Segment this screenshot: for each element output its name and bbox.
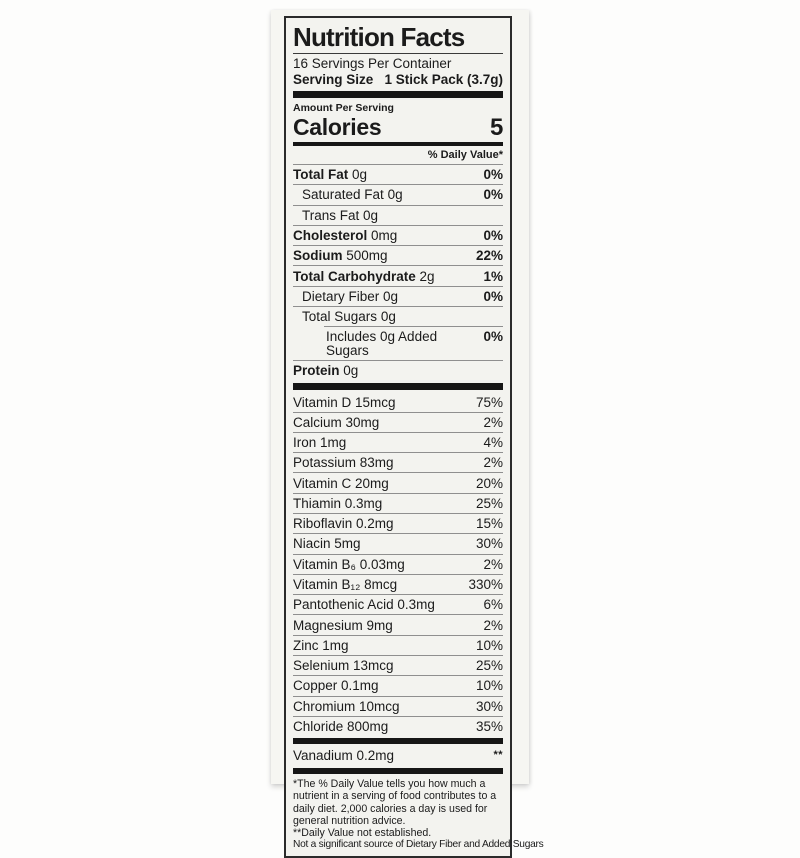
- daily-value: 15%: [475, 516, 503, 532]
- section-bar: [293, 91, 503, 98]
- servings-per-container: 16 Servings Per Container: [293, 56, 452, 71]
- nutrient-row-zinc: Zinc 1mg 10%: [293, 634, 503, 655]
- serving-size-value: 1 Stick Pack (3.7g): [384, 72, 503, 87]
- nutrient-row-pantothenic-acid: Pantothenic Acid 0.3mg 6%: [293, 594, 503, 614]
- daily-value: 6%: [483, 597, 503, 613]
- daily-value: 2%: [483, 414, 503, 430]
- daily-value: 0%: [483, 228, 503, 244]
- calories-label: Calories: [293, 114, 382, 140]
- calories-row: Calories 5: [293, 114, 503, 141]
- nutrient-row-thiamin: Thiamin 0.3mg 25%: [293, 492, 503, 513]
- serving-size-row: Serving Size 1 Stick Pack (3.7g): [293, 72, 503, 88]
- daily-value-header: % Daily Value*: [293, 147, 503, 165]
- daily-value: 25%: [475, 495, 503, 511]
- nutrient-row-total-fat: Total Fat 0g 0%: [293, 167, 503, 183]
- nutrient-row-saturated-fat: Saturated Fat 0g 0%: [293, 184, 503, 204]
- daily-value: 0%: [483, 167, 503, 183]
- nutrient-row-dietary-fiber: Dietary Fiber 0g 0%: [293, 285, 503, 306]
- nutrient-row-niacin: Niacin 5mg 30%: [293, 533, 503, 553]
- nutrient-row-riboflavin: Riboflavin 0.2mg 15%: [293, 513, 503, 533]
- daily-value: 20%: [475, 475, 503, 491]
- nutrient-row-copper: Copper 0.1mg 10%: [293, 675, 503, 695]
- micronutrient-rows: Vitamin D 15mcg 75% Calcium 30mg 2% Iron 1…: [293, 392, 503, 736]
- daily-value: 0%: [483, 288, 503, 304]
- product-panel: Nutrition Facts 16 Servings Per Containe…: [271, 10, 544, 858]
- nutrient-row-iron: Iron 1mg 4%: [293, 431, 503, 452]
- footnote-block: *The % Daily Value tells you how much a …: [293, 775, 544, 851]
- section-bar: [293, 142, 503, 146]
- daily-value: 10%: [475, 637, 503, 653]
- daily-value: 2%: [483, 617, 503, 633]
- calories-value: 5: [489, 114, 503, 141]
- nutrient-row-magnesium: Magnesium 9mg 2%: [293, 614, 503, 634]
- daily-value: 2%: [483, 556, 503, 572]
- daily-value: 30%: [475, 536, 503, 552]
- title-divider: [293, 53, 503, 54]
- nutrient-row-vitamin-c: Vitamin C 20mg 20%: [293, 472, 503, 492]
- daily-value: 10%: [475, 678, 503, 694]
- amount-per-serving-label: Amount Per Serving: [293, 102, 394, 114]
- section-bar: [293, 738, 503, 745]
- nutrient-row-vitamin-b12: Vitamin B₁₂ 8mcg 330%: [293, 573, 503, 594]
- nutrient-row-vanadium: Vanadium 0.2mg **: [293, 748, 503, 764]
- nutrient-row-total-sugars: Total Sugars 0g: [293, 305, 503, 326]
- section-bar: [293, 383, 503, 391]
- daily-value: 25%: [475, 658, 503, 674]
- nutrition-facts-label: Nutrition Facts 16 Servings Per Containe…: [284, 16, 544, 858]
- nutrient-row-chloride: Chloride 800mg 35%: [293, 715, 503, 736]
- nutrient-row-protein: Protein 0g: [293, 360, 503, 380]
- daily-value: 35%: [475, 719, 503, 734]
- nutrient-row-sodium: Sodium 500mg 22%: [293, 245, 503, 265]
- nutrient-row-selenium: Selenium 13mcg 25%: [293, 654, 503, 675]
- nutrient-row-total-carbohydrate: Total Carbohydrate 2g 1%: [293, 265, 503, 285]
- daily-value: 0%: [483, 329, 503, 345]
- daily-value: 30%: [475, 698, 503, 714]
- nutrient-row-cholesterol: Cholesterol 0mg 0%: [293, 224, 503, 245]
- daily-value: 22%: [475, 248, 503, 264]
- section-bar: [293, 768, 503, 775]
- footnote-not-significant-source: Not a significant source of Dietary Fibe…: [293, 839, 544, 851]
- daily-value: 0%: [483, 187, 503, 203]
- label-title: Nutrition Facts: [293, 22, 465, 52]
- nutrient-row-trans-fat: Trans Fat 0g: [293, 204, 503, 225]
- footnote-daily-value: *The % Daily Value tells you how much a …: [293, 778, 497, 827]
- nutrient-row-calcium: Calcium 30mg 2%: [293, 411, 503, 432]
- daily-value: 1%: [483, 268, 503, 284]
- nutrient-row-vitamin-d: Vitamin D 15mcg 75%: [293, 394, 503, 410]
- nutrient-row-added-sugars: Includes 0g Added Sugars 0%: [324, 326, 503, 360]
- daily-value: 2%: [483, 455, 503, 471]
- serving-size-label: Serving Size: [293, 72, 374, 87]
- daily-value: 4%: [483, 435, 503, 451]
- daily-value: 75%: [475, 394, 503, 410]
- footnote-not-established: **Daily Value not established.: [293, 826, 432, 839]
- nutrient-row-potassium: Potassium 83mg 2%: [293, 452, 503, 472]
- nutrient-row-chromium: Chromium 10mcg 30%: [293, 695, 503, 716]
- daily-value-not-established-marker: **: [493, 749, 503, 762]
- macronutrient-rows: Total Fat 0g 0% Saturated Fat 0g 0% Tran…: [293, 165, 503, 380]
- nutrient-row-vitamin-b6: Vitamin B₆ 0.03mg 2%: [293, 553, 503, 574]
- daily-value: 330%: [468, 577, 503, 593]
